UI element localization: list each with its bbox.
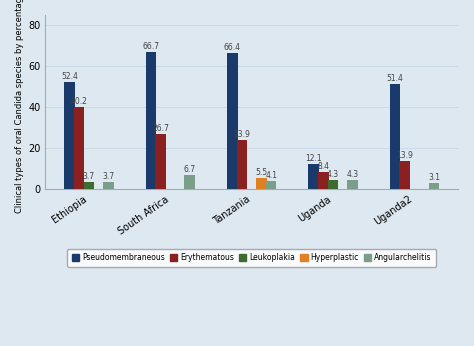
Bar [184, 175, 195, 189]
Text: 4.1: 4.1 [265, 171, 277, 180]
Bar [155, 135, 166, 189]
Bar [390, 84, 401, 189]
Text: 52.4: 52.4 [61, 72, 78, 81]
Bar [227, 53, 237, 189]
Bar [237, 140, 247, 189]
Text: 66.4: 66.4 [224, 43, 241, 52]
Bar [318, 172, 328, 189]
Bar [328, 180, 338, 189]
Text: 4.3: 4.3 [346, 170, 359, 179]
Bar [74, 107, 84, 189]
Bar [347, 180, 358, 189]
Bar [64, 82, 75, 189]
Text: 8.4: 8.4 [318, 162, 329, 171]
Bar [308, 164, 319, 189]
Bar [83, 182, 94, 189]
Bar [256, 178, 267, 189]
Text: 23.9: 23.9 [234, 130, 250, 139]
Text: 40.2: 40.2 [71, 97, 88, 106]
Bar [400, 161, 410, 189]
Text: 26.7: 26.7 [152, 125, 169, 134]
Text: 3.1: 3.1 [428, 173, 440, 182]
Bar [103, 182, 114, 189]
Text: 3.7: 3.7 [83, 172, 95, 181]
Bar [146, 53, 156, 189]
Bar [266, 181, 276, 189]
Text: 66.7: 66.7 [142, 43, 159, 52]
Text: 6.7: 6.7 [184, 165, 196, 174]
Text: 51.4: 51.4 [387, 74, 403, 83]
Text: 3.7: 3.7 [102, 172, 114, 181]
Bar [428, 183, 439, 189]
Text: 4.3: 4.3 [327, 170, 339, 179]
Legend: Pseudomembraneous, Erythematous, Leukoplakia, Hyperplastic, Angularchelitis: Pseudomembraneous, Erythematous, Leukopl… [67, 249, 437, 267]
Text: 12.1: 12.1 [305, 154, 322, 163]
Text: 13.9: 13.9 [396, 151, 413, 160]
Text: 5.5: 5.5 [255, 168, 267, 177]
Y-axis label: Clinical types of oral Candida species by percentage: Clinical types of oral Candida species b… [15, 0, 24, 213]
